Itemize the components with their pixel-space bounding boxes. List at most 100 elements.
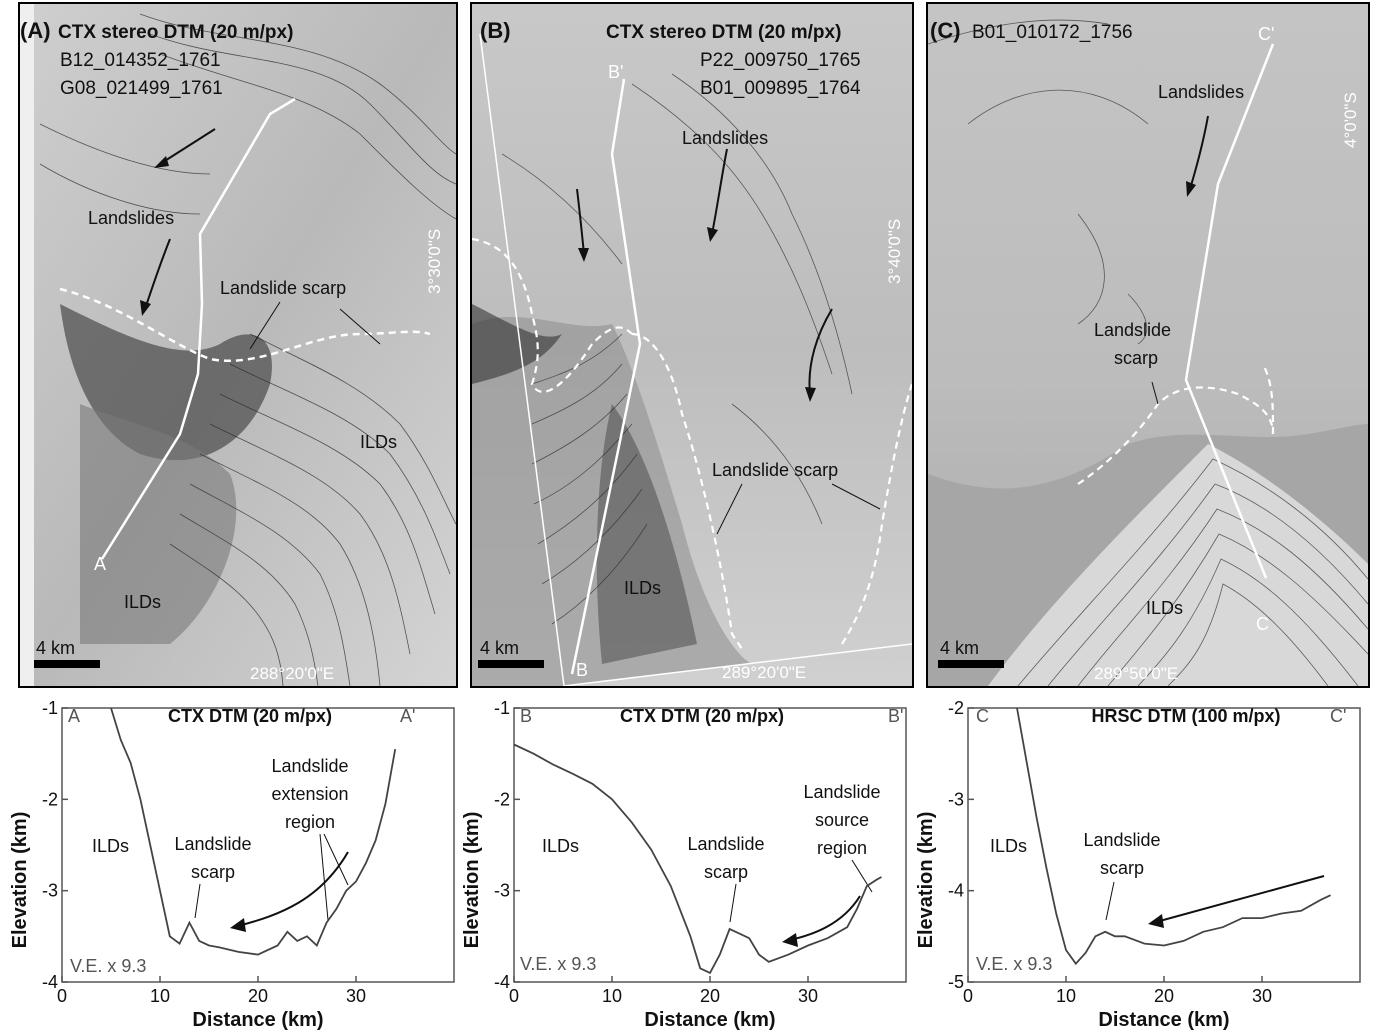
scarp-leader-line <box>1105 881 1115 921</box>
x-tick-label: 30 <box>346 986 366 1006</box>
extension-leader-line-2 <box>323 833 349 886</box>
scarp-annotation-line-1: Landslide <box>1083 830 1160 850</box>
panel-c-latitude: 4°0'0"S <box>1341 92 1360 148</box>
scarp-leader-line <box>194 883 201 919</box>
elevation-profile-line <box>110 707 397 956</box>
elevation-profile-line <box>513 743 882 975</box>
panel-c-profile-end: C' <box>1258 24 1274 44</box>
map-panel-a: (A) CTX stereo DTM (20 m/px) B12_014352_… <box>18 2 458 688</box>
y-tick-label: -3 <box>42 881 58 901</box>
elevation-profile-line <box>1016 707 1331 966</box>
y-tick-label: -4 <box>948 881 964 901</box>
panel-c-scarp-label-2: scarp <box>1114 348 1158 368</box>
profile-title: CTX DTM (20 m/px) <box>620 706 784 726</box>
panel-b-landslides-label: Landslides <box>682 128 768 148</box>
profile-title: CTX DTM (20 m/px) <box>168 706 332 726</box>
panel-c-scale-label: 4 km <box>940 638 979 658</box>
panel-a-ilds-label-2: ILDs <box>124 592 161 612</box>
panel-b-scarp-label: Landslide scarp <box>712 460 838 480</box>
x-tick-label: 30 <box>798 986 818 1006</box>
x-tick-label: 0 <box>963 986 973 1006</box>
profile-end-label: A' <box>400 706 415 726</box>
panel-a-scale-bar <box>34 660 100 668</box>
ilds-annotation: ILDs <box>542 836 579 856</box>
profile-title: HRSC DTM (100 m/px) <box>1091 706 1280 726</box>
y-tick-label: -3 <box>948 789 964 809</box>
panel-b-ilds-label: ILDs <box>624 578 661 598</box>
profile-end-label: B' <box>888 706 903 726</box>
x-ticks: 0 10 20 30 <box>57 976 366 1006</box>
panel-a-id-2: G08_021499_1761 <box>60 78 223 99</box>
map-panel-c: (C) B01_010172_1756 Landslides Landslide… <box>926 2 1370 688</box>
panel-c-scarp-label-1: Landslide <box>1094 320 1171 340</box>
panel-a-latitude: 3°30'0"S <box>425 229 444 294</box>
panel-a-landslides-label: Landslides <box>88 208 174 228</box>
scarp-annotation-line-2: scarp <box>1100 858 1144 878</box>
y-tick-label: -4 <box>494 972 510 992</box>
panel-a-scale-label: 4 km <box>36 638 75 658</box>
panel-a-longitude: 288°20'0"E <box>250 664 334 683</box>
scarp-annotation-line-1: Landslide <box>174 834 251 854</box>
scarp-leader-line <box>729 883 737 923</box>
x-tick-label: 10 <box>150 986 170 1006</box>
profile-chart-a: Elevation (km) Distance (km) CTX DTM (20… <box>0 700 460 1030</box>
panel-c-scale-bar <box>938 660 1004 668</box>
scarp-annotation-line-1: Landslide <box>687 834 764 854</box>
y-ticks: -1 -2 -3 -4 <box>42 700 68 992</box>
panel-b-id-2: B01_009895_1764 <box>700 78 861 99</box>
panel-c-landslides-label: Landslides <box>1158 82 1244 102</box>
profile-start-label: A <box>68 706 80 726</box>
panel-b-latitude: 3°40'0"S <box>885 219 904 284</box>
map-panel-c-graphic: (C) B01_010172_1756 Landslides Landslide… <box>928 4 1368 686</box>
y-tick-label: -2 <box>494 789 510 809</box>
panel-c-title: B01_010172_1756 <box>972 22 1133 43</box>
x-tick-label: 20 <box>1154 986 1174 1006</box>
panel-b-title: CTX stereo DTM (20 m/px) <box>606 22 841 43</box>
x-axis-label: Distance (km) <box>192 1009 323 1030</box>
x-ticks: 0 10 20 30 <box>509 976 818 1006</box>
y-axis-label: Elevation (km) <box>9 812 31 949</box>
map-panel-a-graphic: (A) CTX stereo DTM (20 m/px) B12_014352_… <box>20 4 456 686</box>
y-tick-label: -1 <box>494 700 510 718</box>
y-tick-label: -2 <box>42 789 58 809</box>
x-axis-label: Distance (km) <box>1098 1009 1229 1030</box>
panel-c-profile-start: C <box>1256 614 1269 634</box>
source-annotation-line-1: Landslide <box>803 782 880 802</box>
profile-chart-c: Elevation (km) Distance (km) HRSC DTM (1… <box>906 700 1370 1030</box>
panel-b-profile-start: B <box>576 660 588 680</box>
profile-c-svg: Elevation (km) Distance (km) HRSC DTM (1… <box>915 700 1361 1030</box>
extension-leader-line-1 <box>319 833 329 921</box>
slide-direction-arrow <box>237 851 349 927</box>
ve-label: V.E. x 9.3 <box>520 954 596 974</box>
panel-b-profile-end: B' <box>608 62 623 82</box>
x-tick-label: 10 <box>602 986 622 1006</box>
slide-direction-arrow <box>1155 875 1325 923</box>
panel-c-letter: (C) <box>930 18 961 43</box>
source-annotation-line-3: region <box>817 838 867 858</box>
profile-start-label: C <box>976 706 989 726</box>
x-tick-label: 0 <box>509 986 519 1006</box>
x-tick-label: 30 <box>1252 986 1272 1006</box>
profile-start-label: B <box>520 706 532 726</box>
source-annotation-line-2: source <box>815 810 869 830</box>
x-tick-label: 20 <box>700 986 720 1006</box>
panel-a-profile-start: A <box>94 554 106 574</box>
panel-b-scale-bar <box>478 660 544 668</box>
map-panel-b: (B) CTX stereo DTM (20 m/px) P22_009750_… <box>470 2 914 688</box>
x-ticks: 0 10 20 30 <box>963 976 1272 1006</box>
y-tick-label: -3 <box>494 881 510 901</box>
panel-b-letter: (B) <box>480 18 511 43</box>
panel-a-id-1: B12_014352_1761 <box>60 50 221 71</box>
y-ticks: -1 -2 -3 -4 <box>494 700 520 992</box>
ilds-annotation: ILDs <box>92 836 129 856</box>
panel-a-scarp-label: Landslide scarp <box>220 278 346 298</box>
scarp-annotation-line-2: scarp <box>191 862 235 882</box>
map-panel-b-graphic: (B) CTX stereo DTM (20 m/px) P22_009750_… <box>472 4 912 686</box>
panel-c-longitude: 289°50'0"E <box>1094 664 1178 683</box>
y-tick-label: -2 <box>948 700 964 718</box>
x-axis-label: Distance (km) <box>644 1009 775 1030</box>
profile-b-svg: Elevation (km) Distance (km) CTX DTM (20… <box>461 700 907 1030</box>
y-tick-label: -5 <box>948 972 964 992</box>
extension-annotation-line-2: extension <box>271 784 348 804</box>
slide-direction-arrow <box>789 895 861 941</box>
